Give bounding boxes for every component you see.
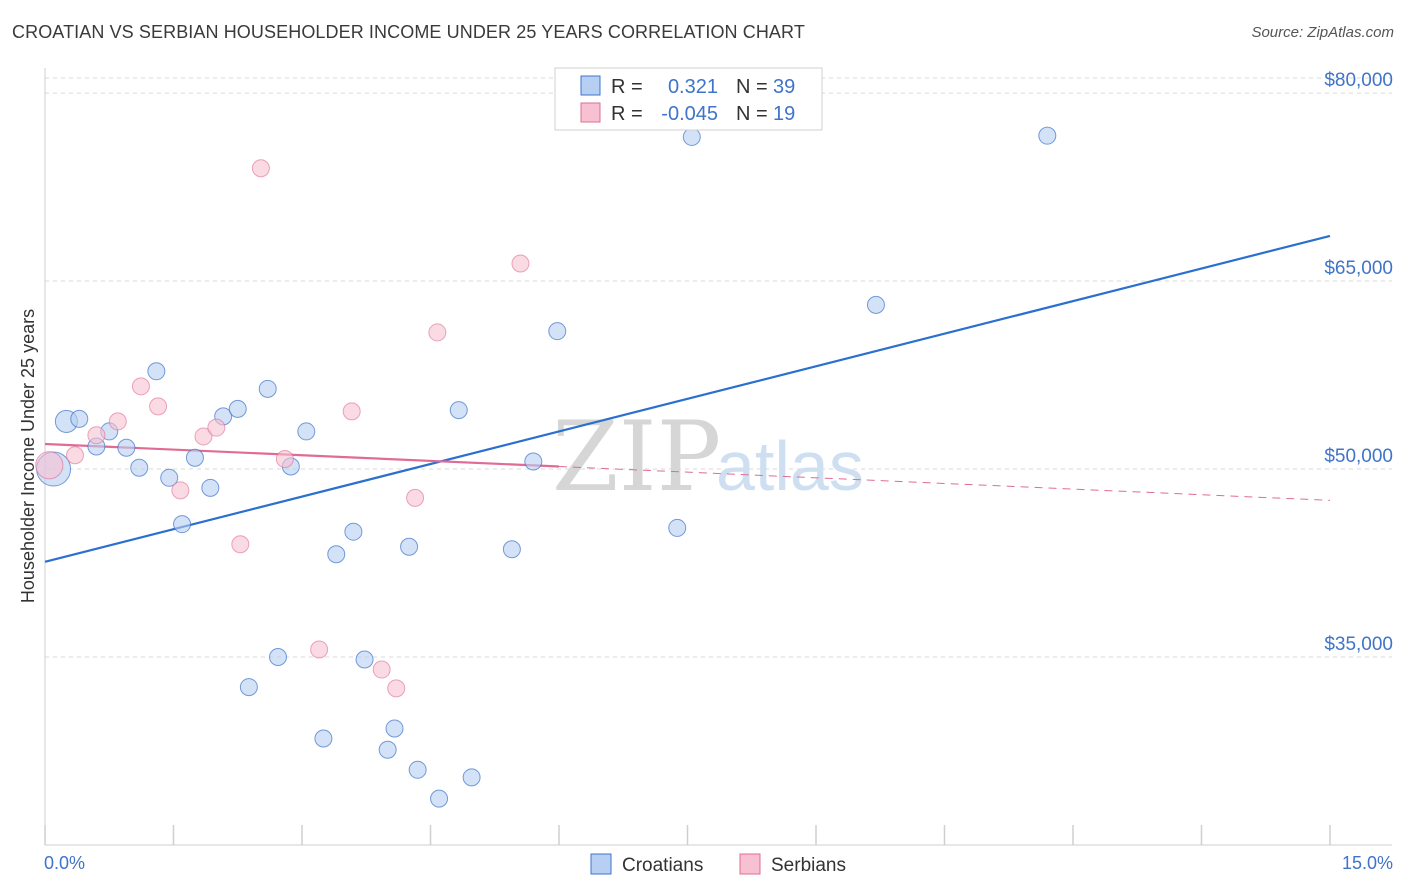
- serbians-point: [149, 397, 168, 416]
- croatians-point: [228, 399, 247, 418]
- serbians-r-value: -0.045: [661, 103, 718, 125]
- y-tick-label: $65,000: [1324, 258, 1393, 279]
- croatians-point: [1038, 126, 1057, 145]
- x-tick-label-min: 0.0%: [44, 853, 85, 873]
- croatians-point: [378, 740, 397, 759]
- chart-title: CROATIAN VS SERBIAN HOUSEHOLDER INCOME U…: [12, 22, 805, 42]
- serbians-point: [387, 679, 406, 698]
- croatians-point: [173, 515, 192, 534]
- serbians-n-value: 19: [773, 103, 795, 125]
- serbians-point: [171, 481, 190, 500]
- croatians-point: [502, 540, 521, 559]
- serbians-point: [275, 450, 294, 469]
- serbians-point: [108, 412, 127, 431]
- croatians-point: [70, 409, 89, 428]
- croatians-point: [408, 760, 427, 779]
- croatians-point: [668, 518, 687, 537]
- serbians-point: [194, 427, 213, 446]
- croatians-point: [344, 522, 363, 541]
- croatians-point: [314, 729, 333, 748]
- croatians-point: [355, 650, 374, 669]
- croatians-point: [866, 295, 885, 314]
- serbians-trend-line-extension: [558, 466, 1331, 501]
- croatians-point: [117, 438, 136, 457]
- serbians-point: [131, 377, 150, 396]
- serbians-point: [231, 535, 250, 554]
- serbians-point: [342, 402, 361, 421]
- croatians-point: [449, 401, 468, 420]
- croatians-r-label: R =: [611, 76, 643, 98]
- serbians-point: [428, 323, 447, 342]
- croatians-point: [430, 789, 449, 808]
- serbians-point: [65, 446, 84, 465]
- serbians-point: [207, 418, 226, 437]
- croatians-point: [682, 127, 701, 146]
- source-label: Source: ZipAtlas.com: [1251, 24, 1394, 41]
- croatians-point: [385, 719, 404, 738]
- serbians-point: [35, 451, 64, 480]
- croatians-point: [130, 458, 149, 477]
- serbians-point: [511, 254, 530, 273]
- serbians-point: [87, 426, 106, 445]
- x-tick-label-max: 15.0%: [1342, 853, 1393, 873]
- serbians-n-label: N =: [736, 103, 768, 125]
- serbians-r-label: R =: [611, 103, 643, 125]
- croatians-point: [201, 478, 220, 497]
- serbians-legend-swatch: [739, 853, 761, 875]
- croatians-point: [160, 468, 179, 487]
- croatians-point: [185, 448, 204, 467]
- serbians-point: [251, 159, 270, 178]
- croatians-point: [548, 322, 567, 341]
- croatians-point: [297, 422, 316, 441]
- croatians-point: [147, 362, 166, 381]
- croatians-point: [462, 768, 481, 787]
- watermark-atlas: atlas: [716, 427, 864, 505]
- croatians-n-value: 39: [773, 76, 795, 98]
- stats-legend: R = 0.321 N = 39 R = -0.045 N = 19: [554, 67, 823, 131]
- series-legend: Croatians Serbians: [590, 853, 846, 876]
- serbians-point: [310, 640, 329, 659]
- croatians-point: [400, 537, 419, 556]
- serbians-legend-label: Serbians: [771, 855, 846, 876]
- croatians-point: [239, 678, 258, 697]
- y-tick-label: $50,000: [1324, 446, 1393, 467]
- croatians-legend-label: Croatians: [622, 855, 703, 876]
- croatians-point: [258, 379, 277, 398]
- croatians-legend-swatch: [590, 853, 612, 875]
- croatians-point: [524, 452, 543, 471]
- croatians-point: [327, 545, 346, 564]
- croatians-point: [269, 648, 288, 667]
- y-axis-label: Householder Income Under 25 years: [18, 309, 38, 603]
- y-tick-label: $80,000: [1324, 70, 1393, 91]
- y-tick-label: $35,000: [1324, 634, 1393, 655]
- croatians-n-label: N =: [736, 76, 768, 98]
- serbians-point: [406, 488, 425, 507]
- serbians-point: [372, 660, 391, 679]
- serbians-swatch: [580, 102, 601, 123]
- croatians-trend-line: [44, 234, 1331, 563]
- croatians-swatch: [580, 75, 601, 96]
- croatians-r-value: 0.321: [668, 76, 718, 98]
- watermark-zip: ZIP: [552, 401, 721, 513]
